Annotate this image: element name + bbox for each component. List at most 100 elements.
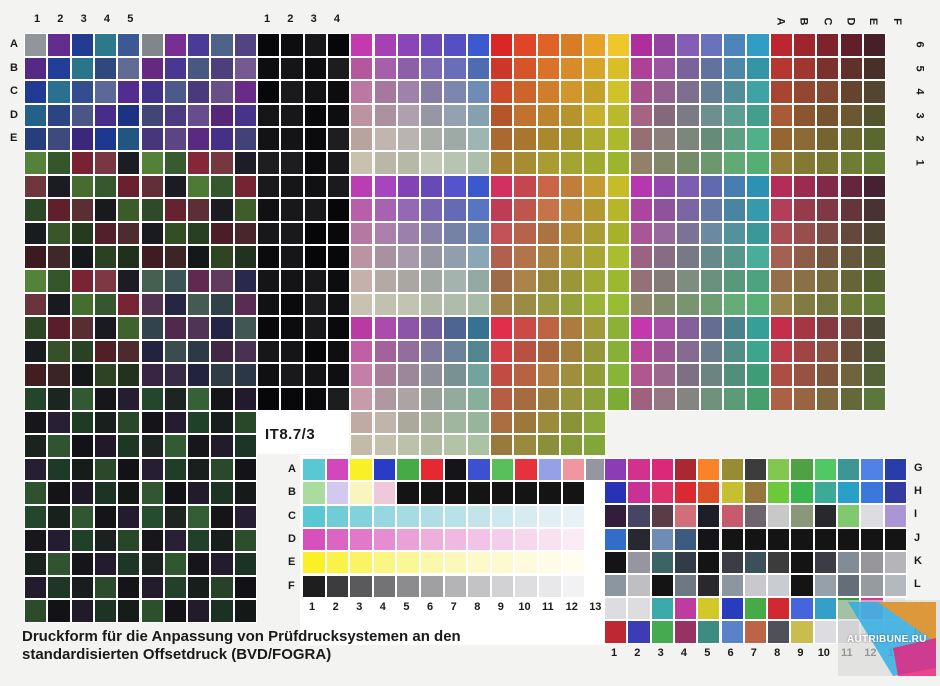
color-patch [233, 434, 257, 458]
color-patch [302, 527, 326, 552]
row-label-right: 3 [913, 112, 926, 119]
color-patch [350, 80, 374, 104]
color-patch [93, 552, 118, 576]
color-patch [490, 551, 515, 575]
color-patch [163, 33, 188, 57]
color-patch [24, 33, 48, 57]
row-label-right: 1 [913, 159, 926, 166]
color-patch [790, 504, 814, 528]
color-patch [140, 363, 164, 387]
color-patch [350, 316, 374, 340]
color-patch [883, 481, 907, 505]
color-patch [720, 504, 744, 528]
color-patch [325, 574, 350, 598]
color-patch [443, 410, 467, 435]
color-patch [536, 339, 560, 364]
color-patch [513, 363, 537, 387]
color-patch [24, 221, 48, 246]
color-patch [257, 269, 281, 293]
color-patch [816, 221, 840, 246]
color-patch [606, 174, 630, 199]
color-patch [862, 151, 887, 175]
color-patch [743, 481, 768, 505]
color-patch [24, 552, 48, 576]
color-patch [163, 528, 188, 553]
chart-title: IT8.7/3 [265, 426, 316, 443]
color-patch [210, 457, 234, 482]
color-patch [210, 410, 234, 435]
color-patch [536, 245, 560, 269]
color-patch [769, 80, 793, 104]
color-patch [467, 527, 491, 552]
color-patch [767, 527, 791, 551]
color-patch [187, 174, 211, 199]
color-patch [676, 174, 700, 199]
color-patch [720, 574, 744, 598]
color-patch [606, 198, 630, 222]
color-patch [117, 363, 141, 387]
color-patch [443, 151, 467, 175]
color-patch [467, 574, 491, 598]
color-patch [24, 528, 48, 553]
column-label-top-right: F [890, 18, 903, 25]
color-patch [466, 127, 490, 151]
color-patch [47, 505, 71, 529]
color-patch [280, 33, 304, 57]
color-patch [117, 56, 141, 81]
color-patch [561, 527, 586, 552]
color-patch [792, 339, 817, 364]
color-patch [466, 151, 490, 175]
color-patch [280, 174, 304, 199]
color-patch [790, 458, 814, 482]
color-patch [466, 174, 490, 199]
color-patch [676, 245, 700, 269]
color-patch [210, 80, 234, 104]
color-patch [326, 339, 351, 364]
color-patch [466, 80, 490, 104]
color-patch [862, 316, 887, 340]
color-patch [443, 292, 467, 317]
color-patch [536, 56, 560, 81]
color-patch [163, 316, 188, 340]
color-patch [326, 269, 351, 293]
color-patch [396, 127, 421, 151]
color-patch [257, 127, 281, 151]
color-patch [606, 387, 630, 411]
color-patch [140, 80, 164, 104]
color-patch [839, 363, 863, 387]
color-patch [420, 151, 444, 175]
color-patch [699, 103, 723, 128]
color-patch [373, 387, 397, 411]
color-patch [187, 410, 211, 435]
color-patch [350, 363, 374, 387]
color-patch [673, 504, 698, 528]
color-patch [396, 221, 421, 246]
color-patch [70, 363, 94, 387]
color-patch [513, 245, 537, 269]
color-patch [862, 174, 887, 199]
color-patch [187, 292, 211, 317]
color-patch [653, 198, 677, 222]
color-patch [629, 151, 654, 175]
color-patch [233, 269, 257, 293]
color-patch [538, 504, 562, 528]
column-label-center: 1 [309, 601, 316, 613]
color-patch [443, 80, 467, 104]
color-patch [93, 103, 118, 128]
color-patch [93, 221, 118, 246]
color-patch [697, 458, 721, 482]
color-patch [140, 103, 164, 128]
color-patch [47, 481, 71, 505]
color-patch [536, 127, 560, 151]
color-patch [839, 127, 863, 151]
color-patch [699, 221, 723, 246]
color-patch [699, 174, 723, 199]
color-patch [839, 387, 863, 411]
column-label-top-right: D [844, 17, 857, 26]
color-patch [233, 245, 257, 269]
color-patch [233, 103, 257, 128]
color-patch [70, 316, 94, 340]
color-patch [513, 198, 537, 222]
color-patch [699, 127, 723, 151]
color-patch [769, 363, 793, 387]
